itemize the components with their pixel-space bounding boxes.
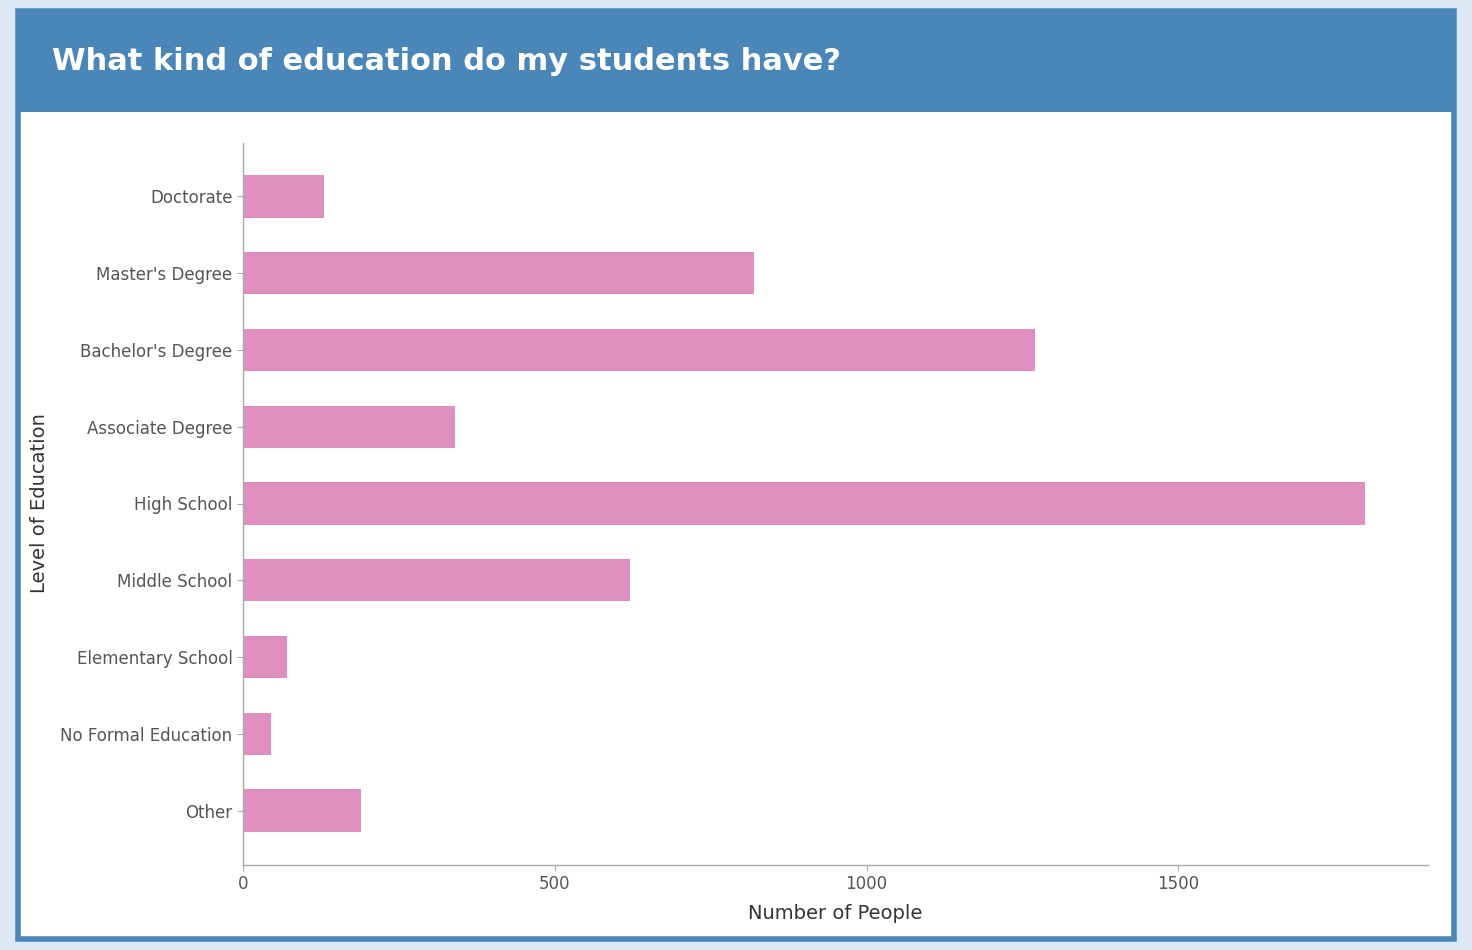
Bar	[243, 712, 271, 755]
Bar	[243, 252, 754, 294]
Y-axis label: Level of Education: Level of Education	[31, 413, 49, 594]
Bar	[243, 176, 324, 218]
Bar	[18, 11, 1454, 112]
Bar	[243, 406, 455, 447]
Bar	[243, 560, 630, 601]
Bar	[243, 483, 1366, 524]
X-axis label: Number of People: Number of People	[748, 904, 923, 923]
Bar	[243, 636, 287, 678]
Text: What kind of education do my students have?: What kind of education do my students ha…	[52, 48, 841, 76]
Bar	[243, 789, 362, 831]
Bar	[243, 329, 1035, 371]
